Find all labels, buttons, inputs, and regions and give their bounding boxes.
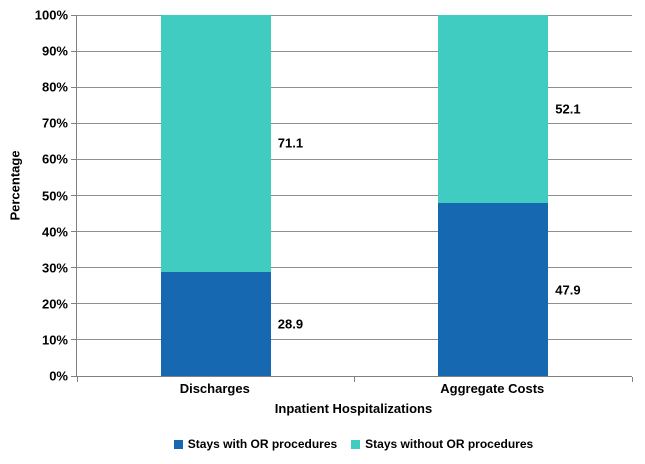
bar-segment	[160, 15, 271, 272]
gridline	[77, 267, 632, 269]
y-axis-tick	[71, 14, 77, 16]
y-axis-tick	[71, 375, 77, 377]
legend-item: Stays with OR procedures	[173, 437, 338, 451]
y-axis-tick	[71, 303, 77, 305]
y-axis-tick-label: 90%	[41, 43, 68, 59]
y-axis-tick-label: 40%	[41, 224, 68, 240]
gridline	[77, 86, 632, 88]
gridline	[77, 195, 632, 196]
y-axis-tick-label: 60%	[41, 151, 68, 167]
y-axis-tick-label: 80%	[41, 79, 68, 95]
y-axis-tick	[71, 86, 77, 88]
y-axis-tick	[71, 158, 77, 160]
x-axis-tick	[76, 377, 78, 382]
y-axis-tick	[71, 267, 77, 269]
y-axis-tick-label: 50%	[41, 188, 68, 203]
gridline	[77, 14, 632, 16]
legend-label: Stays without OR procedures	[365, 437, 534, 451]
legend-label: Stays with OR procedures	[187, 437, 338, 451]
gridline	[77, 303, 632, 305]
y-axis-tick-label: 20%	[41, 296, 68, 312]
x-axis-tick	[354, 377, 355, 382]
category-label: Discharges	[179, 381, 250, 396]
bar-segment	[160, 271, 271, 376]
bar-discharges	[160, 15, 271, 376]
y-axis-tick	[71, 50, 77, 52]
gridline	[77, 50, 632, 52]
legend-swatch	[351, 440, 361, 449]
legend-item: Stays without OR procedures	[351, 438, 533, 451]
y-axis-tick-label: 100%	[34, 7, 68, 23]
gridline	[77, 339, 632, 341]
y-axis-tick-label: 10%	[41, 332, 68, 348]
category-label: Aggregate Costs	[440, 381, 545, 396]
bar-segment	[438, 15, 549, 204]
plot-area: 28.9 71.1 47.9 52.1	[71, 14, 633, 382]
y-axis-tick-label: 70%	[41, 115, 68, 131]
data-label: 47.9	[555, 282, 581, 298]
gridline	[77, 158, 632, 160]
x-axis-title: Inpatient Hospitalizations	[274, 401, 433, 416]
y-axis-tick	[71, 339, 77, 341]
data-label: 28.9	[277, 316, 304, 332]
bar-aggregate-costs	[438, 15, 549, 376]
gridline	[77, 231, 632, 233]
data-label: 71.1	[277, 135, 304, 151]
y-axis-tick-label: 0%	[49, 368, 68, 384]
x-axis-tick	[631, 377, 633, 382]
gridline	[77, 122, 632, 124]
y-axis-tick-label: 30%	[41, 260, 68, 276]
y-axis-tick	[71, 122, 77, 124]
data-label: 52.1	[555, 101, 581, 117]
y-axis-tick	[71, 195, 77, 196]
legend: Stays with OR procedures Stays without OR…	[76, 438, 631, 451]
legend-swatch	[173, 440, 183, 449]
bar-segment	[438, 203, 549, 376]
y-axis-tick	[71, 231, 77, 233]
